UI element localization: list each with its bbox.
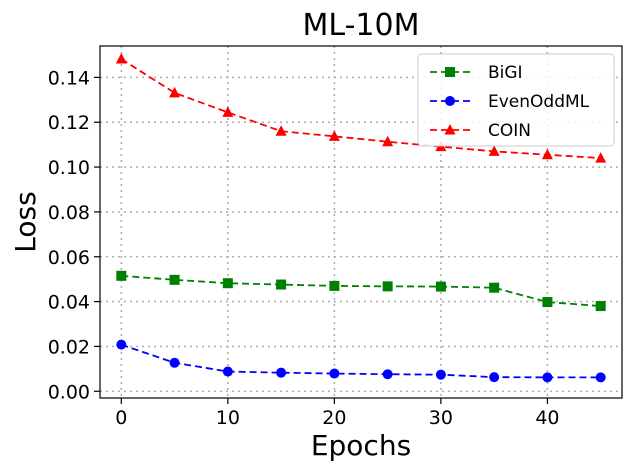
data-point-bigi <box>116 270 127 281</box>
x-axis-label: Epochs <box>311 429 411 462</box>
data-point-coin <box>169 86 181 98</box>
y-tick-label: 0.14 <box>48 67 90 89</box>
series-line-evenoddml <box>121 343 601 379</box>
legend-label-evenoddml: EvenOddML <box>488 92 590 112</box>
series-evenoddml <box>116 339 606 383</box>
y-tick-label: 0.06 <box>48 247 90 269</box>
data-point-evenoddml <box>116 339 127 350</box>
data-point-evenoddml <box>169 357 180 368</box>
data-point-bigi <box>276 279 287 290</box>
grid <box>100 46 622 398</box>
data-point-evenoddml <box>435 369 446 380</box>
y-tick-label: 0.04 <box>48 292 90 314</box>
data-point-coin <box>595 152 607 163</box>
data-point-coin <box>115 53 127 64</box>
x-tick-label: 20 <box>322 407 346 429</box>
data-point-coin <box>541 148 553 160</box>
y-tick-label: 0.12 <box>48 112 90 134</box>
y-tick-label: 0.08 <box>48 202 90 224</box>
data-point-bigi <box>382 281 393 292</box>
legend-box <box>417 53 615 147</box>
data-point-evenoddml <box>542 372 553 383</box>
axis-ticks: 0 10 20 30 40 0.00 0.02 0.04 0.06 0.08 0.10 0.12 0.1… <box>48 67 560 429</box>
data-point-coin <box>328 130 340 141</box>
data-point-bigi <box>169 274 180 285</box>
series-line-bigi <box>121 274 601 307</box>
y-tick-label: 0.10 <box>48 157 90 179</box>
y-tick-label: 0.00 <box>48 381 90 403</box>
x-tick-label: 0 <box>115 407 127 429</box>
legend-label-bigi: BiGI <box>488 63 523 83</box>
data-point-coin <box>275 125 287 136</box>
data-point-coin <box>488 145 500 156</box>
series-bigi <box>116 270 606 312</box>
data-point-evenoddml <box>382 369 393 380</box>
series-layer <box>115 53 607 383</box>
y-tick-label: 0.02 <box>48 336 90 358</box>
data-point-bigi <box>489 282 500 293</box>
series-coin <box>115 53 607 163</box>
plot-frame <box>99 45 623 399</box>
x-tick-label: 10 <box>216 407 240 429</box>
legend-label-coin: COIN <box>488 121 531 141</box>
data-point-evenoddml <box>329 368 340 379</box>
legend-marker-coin <box>444 124 456 135</box>
y-axis-label: Loss <box>9 191 42 252</box>
data-point-coin <box>382 135 394 147</box>
data-point-bigi <box>542 297 553 308</box>
data-point-bigi <box>329 280 340 291</box>
series-line-coin <box>120 58 601 160</box>
data-point-bigi <box>222 278 233 289</box>
legend-marker-bigi <box>445 67 455 77</box>
x-tick-label: 30 <box>429 407 453 429</box>
data-point-evenoddml <box>276 367 287 378</box>
x-tick-label: 40 <box>535 407 559 429</box>
data-point-evenoddml <box>489 372 500 383</box>
data-point-coin <box>222 106 234 117</box>
data-point-bigi <box>595 301 606 312</box>
legend: BiGI EvenOddML COIN <box>417 53 615 147</box>
data-point-evenoddml <box>222 366 233 377</box>
data-point-bigi <box>435 281 446 292</box>
data-point-evenoddml <box>595 372 606 383</box>
legend-marker-evenoddml <box>445 96 455 106</box>
chart-title: ML-10M <box>303 8 420 43</box>
